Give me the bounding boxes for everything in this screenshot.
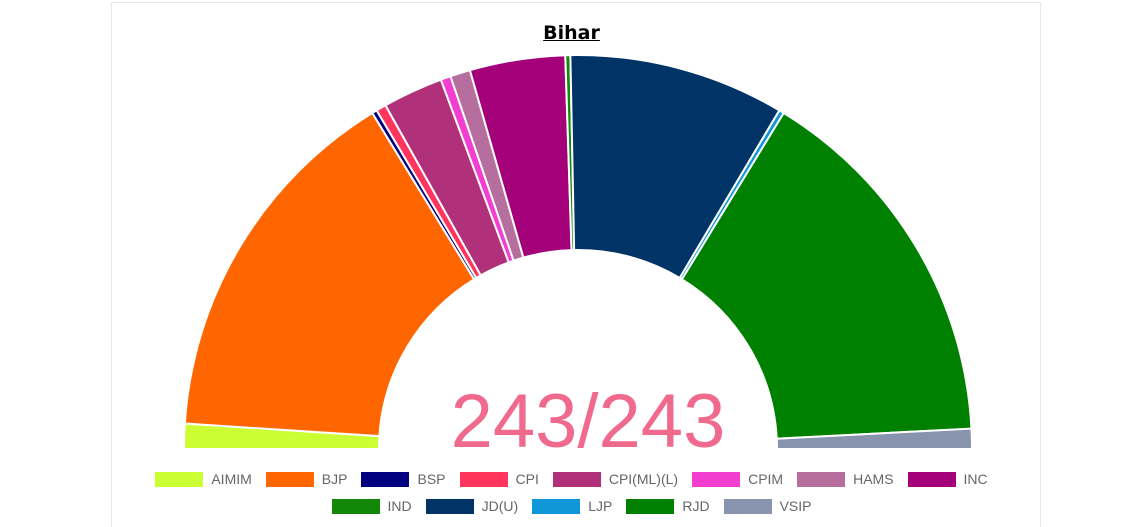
legend-label: CPI xyxy=(515,471,539,487)
legend-item[interactable]: IND xyxy=(331,498,412,514)
legend-label: IND xyxy=(387,498,412,514)
legend-label: LJP xyxy=(588,498,613,514)
legend-swatch xyxy=(797,471,846,487)
chart-title: Bihar xyxy=(543,22,600,44)
legend-label: AIMIM xyxy=(211,471,252,487)
center-seat-count: 243/243 xyxy=(451,379,726,464)
legend-label: JD(U) xyxy=(481,498,519,514)
legend-swatch xyxy=(331,498,380,514)
legend-label: RJD xyxy=(682,498,710,514)
legend-label: BJP xyxy=(321,471,348,487)
legend-item[interactable]: AIMIM xyxy=(155,471,252,487)
legend-swatch xyxy=(552,471,601,487)
legend-item[interactable]: HAMS xyxy=(797,471,894,487)
legend-swatch xyxy=(626,498,675,514)
legend-label: VSIP xyxy=(779,498,812,514)
legend-item[interactable]: CPI xyxy=(459,471,539,487)
legend-label: INC xyxy=(963,471,988,487)
legend-swatch xyxy=(155,471,204,487)
legend-item[interactable]: BSP xyxy=(361,471,446,487)
legend-item[interactable]: BJP xyxy=(265,471,348,487)
legend-item[interactable]: CPIM xyxy=(692,471,783,487)
legend-row-2: IND JD(U) LJP RJD VSIP xyxy=(0,498,1143,514)
legend-label: HAMS xyxy=(853,471,894,487)
legend-swatch xyxy=(723,498,772,514)
legend-swatch xyxy=(692,471,741,487)
slice-vsip[interactable] xyxy=(775,427,974,450)
legend-item[interactable]: RJD xyxy=(626,498,710,514)
legend-label: CPI(ML)(L) xyxy=(608,471,679,487)
legend-swatch xyxy=(425,498,474,514)
slice-rjd[interactable] xyxy=(680,111,973,440)
legend-item[interactable]: VSIP xyxy=(723,498,812,514)
legend-swatch xyxy=(265,471,314,487)
legend-label: CPIM xyxy=(748,471,784,487)
legend-swatch xyxy=(459,471,508,487)
slice-bjp[interactable] xyxy=(183,111,476,438)
legend-label: BSP xyxy=(417,471,446,487)
legend-item[interactable]: LJP xyxy=(532,498,612,514)
legend-item[interactable]: JD(U) xyxy=(425,498,519,514)
legend-item[interactable]: INC xyxy=(907,471,988,487)
legend-swatch xyxy=(532,498,581,514)
legend-item[interactable]: CPI(ML)(L) xyxy=(552,471,679,487)
legend-swatch xyxy=(907,471,956,487)
legend-row-1: AIMIM BJP BSP CPI CPI(ML)(L) CPIM HAMS INC xyxy=(0,471,1143,487)
legend-swatch xyxy=(361,471,410,487)
